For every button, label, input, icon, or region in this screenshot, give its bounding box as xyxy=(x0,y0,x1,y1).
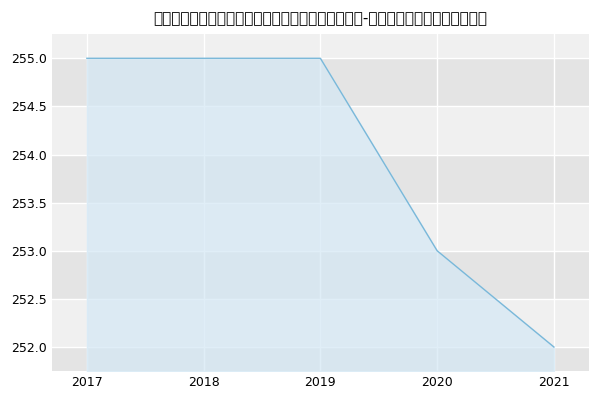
Bar xyxy=(52,203,589,251)
Bar xyxy=(52,347,589,371)
Bar xyxy=(52,299,589,347)
Bar xyxy=(52,251,589,299)
Bar xyxy=(52,154,589,203)
Bar xyxy=(52,106,589,154)
Bar xyxy=(52,58,589,106)
Bar xyxy=(52,34,589,58)
Title: 浙江农林大学马克思主义学院、法政学院农业管理（-历年复试）研究生录取分数线: 浙江农林大学马克思主义学院、法政学院农业管理（-历年复试）研究生录取分数线 xyxy=(154,11,487,26)
